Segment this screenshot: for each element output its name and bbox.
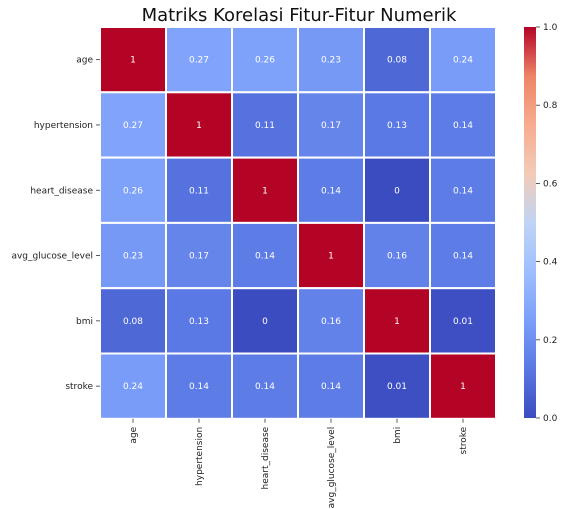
y-tick-label-age: age	[76, 56, 93, 66]
cell-value-label: 0.13	[189, 317, 209, 327]
y-tick-label-avg_glucose_level: avg_glucose_level	[11, 252, 93, 262]
heatmap-cell-avg_glucose_level-age	[99, 221, 167, 290]
cell-value-label: 0.01	[387, 382, 407, 392]
cell-value-label: 0.13	[387, 121, 407, 131]
cell-value-label: 0.14	[321, 186, 341, 196]
cell-value-label: 0.14	[453, 186, 473, 196]
y-axis-ticks: age hypertension heart_disease avg_glucose_…	[11, 56, 100, 392]
heatmap-cell-hypertension-stroke	[429, 91, 497, 159]
cell-value-label: 0.14	[453, 252, 473, 262]
colorbar-tick-label: 0.0	[543, 414, 558, 424]
cell-value-label: 0.24	[123, 382, 143, 392]
heatmap-cell-bmi-stroke	[429, 287, 497, 355]
cell-value-label: 0.14	[255, 382, 275, 392]
cell-value-label: 1	[460, 382, 466, 392]
cell-value-label: 0.23	[123, 252, 143, 262]
colorbar-ticks: 0.0 0.2 0.4 0.6 0.8 1.0	[536, 23, 558, 424]
cell-value-label: 0	[394, 186, 400, 196]
heatmap-cell-avg_glucose_level-bmi	[363, 221, 431, 290]
x-tick-label-age: age	[129, 426, 139, 443]
cell-value-label: 0.23	[321, 56, 341, 66]
colorbar-tick-label: 0.2	[543, 336, 557, 346]
x-tick-label-stroke: stroke	[459, 426, 469, 454]
colorbar-tick-label: 0.8	[543, 101, 558, 111]
heatmap-cell-bmi-heart_disease	[231, 287, 299, 355]
cell-value-label: 0.01	[453, 317, 473, 327]
heatmap-cell-age-stroke	[429, 26, 497, 94]
heatmap-cell-hypertension-avg_glucose_level	[297, 91, 365, 159]
y-tick-label-hypertension: hypertension	[34, 121, 93, 131]
cell-value-label: 1	[394, 317, 400, 327]
colorbar-tick-label: 0.6	[543, 179, 558, 189]
cell-value-label: 0.17	[189, 252, 209, 262]
x-axis-ticks: age hypertension heart_disease avg_glucose_…	[129, 418, 469, 509]
cell-value-label: 0.14	[321, 382, 341, 392]
colorbar-tick-label: 0.4	[543, 258, 558, 268]
x-tick-label-heart_disease: heart_disease	[261, 426, 271, 489]
x-tick-label-avg_glucose_level: avg_glucose_level	[327, 427, 337, 509]
cell-value-label: 1	[130, 56, 136, 66]
y-tick-label-stroke: stroke	[65, 382, 93, 392]
cell-value-label: 0.27	[123, 121, 143, 131]
cell-value-label: 0.14	[453, 121, 473, 131]
heatmap-cell-labels: 1 0.27 0.26 0.23 0.08 0.24 0.27 1 0.11 0.17 0.13 0.…	[123, 56, 473, 392]
cell-value-label: 0.26	[255, 56, 275, 66]
cell-value-label: 1	[328, 252, 334, 262]
cell-value-label: 1	[196, 121, 202, 131]
x-tick-label-bmi: bmi	[393, 427, 403, 444]
heatmap-cell-avg_glucose_level-avg_glucose_level	[297, 221, 365, 290]
heatmap-cell-avg_glucose_level-hypertension	[165, 221, 233, 290]
heatmap-cell-stroke-age	[99, 352, 167, 420]
heatmap-cell-heart_disease-avg_glucose_level	[297, 156, 365, 224]
heatmap-cell-heart_disease-stroke	[429, 156, 497, 224]
cell-value-label: 0.16	[387, 252, 407, 262]
heatmap-cell-avg_glucose_level-stroke	[429, 221, 497, 290]
cell-value-label: 0.11	[255, 121, 275, 131]
cell-value-label: 0.26	[123, 186, 143, 196]
colorbar-tick-label: 1.0	[543, 23, 558, 33]
cell-value-label: 0	[262, 317, 268, 327]
cell-value-label: 0.08	[123, 317, 143, 327]
heatmap-cell-age-hypertension	[165, 26, 233, 94]
y-tick-label-heart_disease: heart_disease	[30, 186, 93, 196]
cell-value-label: 0.11	[189, 186, 209, 196]
heatmap-cell-avg_glucose_level-heart_disease	[231, 221, 299, 290]
heatmap-cell-bmi-bmi	[363, 287, 431, 355]
heatmap-cell-hypertension-hypertension	[165, 91, 233, 159]
heatmap-cell-heart_disease-hypertension	[165, 156, 233, 224]
cell-value-label: 1	[262, 186, 268, 196]
colorbar	[524, 27, 536, 418]
x-tick-label-hypertension: hypertension	[195, 427, 205, 486]
cell-value-label: 0.24	[453, 56, 473, 66]
heatmap-cell-stroke-stroke	[429, 352, 497, 420]
cell-value-label: 0.17	[321, 121, 341, 131]
heatmap-cells	[99, 26, 497, 420]
cell-value-label: 0.14	[189, 382, 209, 392]
chart-title: Matriks Korelasi Fitur-Fitur Numerik	[142, 5, 457, 26]
y-tick-label-bmi: bmi	[76, 317, 93, 327]
cell-value-label: 0.16	[321, 317, 341, 327]
cell-value-label: 0.14	[255, 252, 275, 262]
heatmap-cell-heart_disease-bmi	[363, 156, 431, 224]
cell-value-label: 0.27	[189, 56, 209, 66]
cell-value-label: 0.08	[387, 56, 407, 66]
